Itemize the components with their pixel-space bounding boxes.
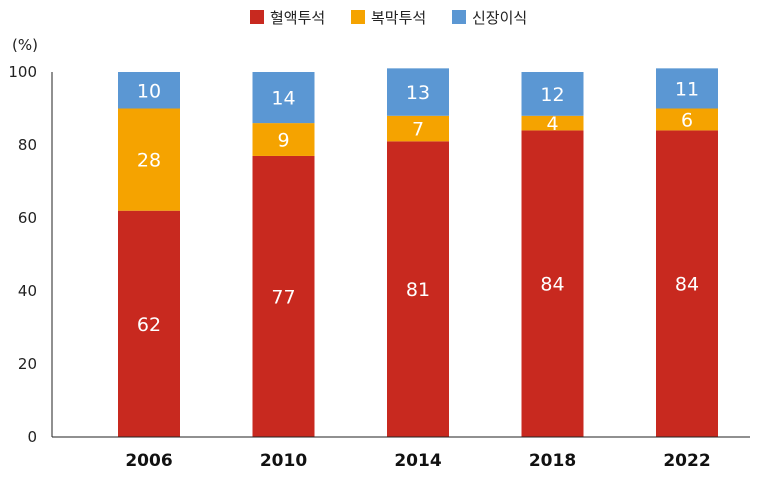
y-tick-label-100: 100 — [8, 63, 37, 81]
bar-segment-2006-3 — [118, 72, 180, 109]
x-tick-label-2010: 2010 — [260, 451, 307, 471]
bar-segment-2022-3 — [656, 68, 718, 109]
x-tick-label-2006: 2006 — [125, 451, 172, 471]
bar-segment-2018-2 — [521, 115, 584, 131]
data-label-2010-2: 9 — [277, 130, 289, 152]
data-label-2018-3: 12 — [540, 84, 564, 106]
data-label-2010-3: 14 — [271, 88, 295, 110]
x-tick-label-2014: 2014 — [394, 451, 441, 471]
y-tick-label-60: 60 — [18, 209, 37, 227]
data-label-2018-1: 84 — [540, 274, 564, 296]
x-tick-label-2022: 2022 — [663, 451, 710, 471]
legend: 혈액투석 복막투석 신장이식 — [250, 9, 527, 27]
x-tick-label-2018: 2018 — [529, 451, 576, 471]
legend-label-1: 혈액투석 — [270, 9, 325, 27]
bar-segment-2006-1 — [118, 210, 180, 437]
y-tick-label-80: 80 — [18, 136, 37, 154]
data-label-2014-3: 13 — [406, 82, 430, 104]
bar-segment-2010-1 — [252, 155, 315, 437]
data-label-2010-1: 77 — [271, 286, 295, 308]
bar-segment-2010-3 — [252, 72, 315, 124]
y-tick-label-0: 0 — [27, 428, 37, 446]
bar-segment-2010-2 — [252, 123, 315, 156]
bars: 62 28 10 77 9 14 81 7 13 84 4 12 84 6 11 — [118, 68, 718, 437]
legend-label-2: 복막투석 — [371, 9, 426, 27]
legend-swatch-2 — [351, 10, 365, 24]
data-label-2014-2: 7 — [412, 119, 424, 141]
data-label-2022-3: 11 — [675, 78, 699, 100]
data-label-2018-2: 4 — [546, 113, 558, 135]
bar-segment-2014-2 — [387, 115, 449, 142]
y-tick-label-40: 40 — [18, 282, 37, 300]
legend-label-3: 신장이식 — [472, 9, 527, 27]
bar-segment-2018-3 — [521, 72, 584, 116]
y-tick-label-20: 20 — [18, 355, 37, 373]
data-label-2006-2: 28 — [137, 150, 161, 172]
bar-segment-2006-2 — [118, 108, 180, 211]
legend-swatch-1 — [250, 10, 264, 24]
data-label-2022-1: 84 — [675, 274, 699, 296]
data-label-2006-1: 62 — [137, 314, 161, 336]
bar-segment-2022-2 — [656, 108, 718, 131]
bar-segment-2018-1 — [521, 130, 584, 437]
data-label-2014-1: 81 — [406, 279, 430, 301]
y-axis-ticks: 0 20 40 60 80 100 — [8, 63, 37, 446]
legend-swatch-3 — [452, 10, 466, 24]
bar-segment-2014-3 — [387, 68, 449, 116]
y-axis-unit-label: (%) — [12, 36, 38, 54]
axes — [51, 72, 750, 438]
bar-segment-2014-1 — [387, 141, 449, 437]
bar-segment-2022-1 — [656, 130, 718, 437]
data-label-2022-2: 6 — [681, 109, 693, 131]
data-label-2006-3: 10 — [137, 80, 161, 102]
x-axis-ticks: 2006 2010 2014 2018 2022 — [125, 451, 710, 471]
